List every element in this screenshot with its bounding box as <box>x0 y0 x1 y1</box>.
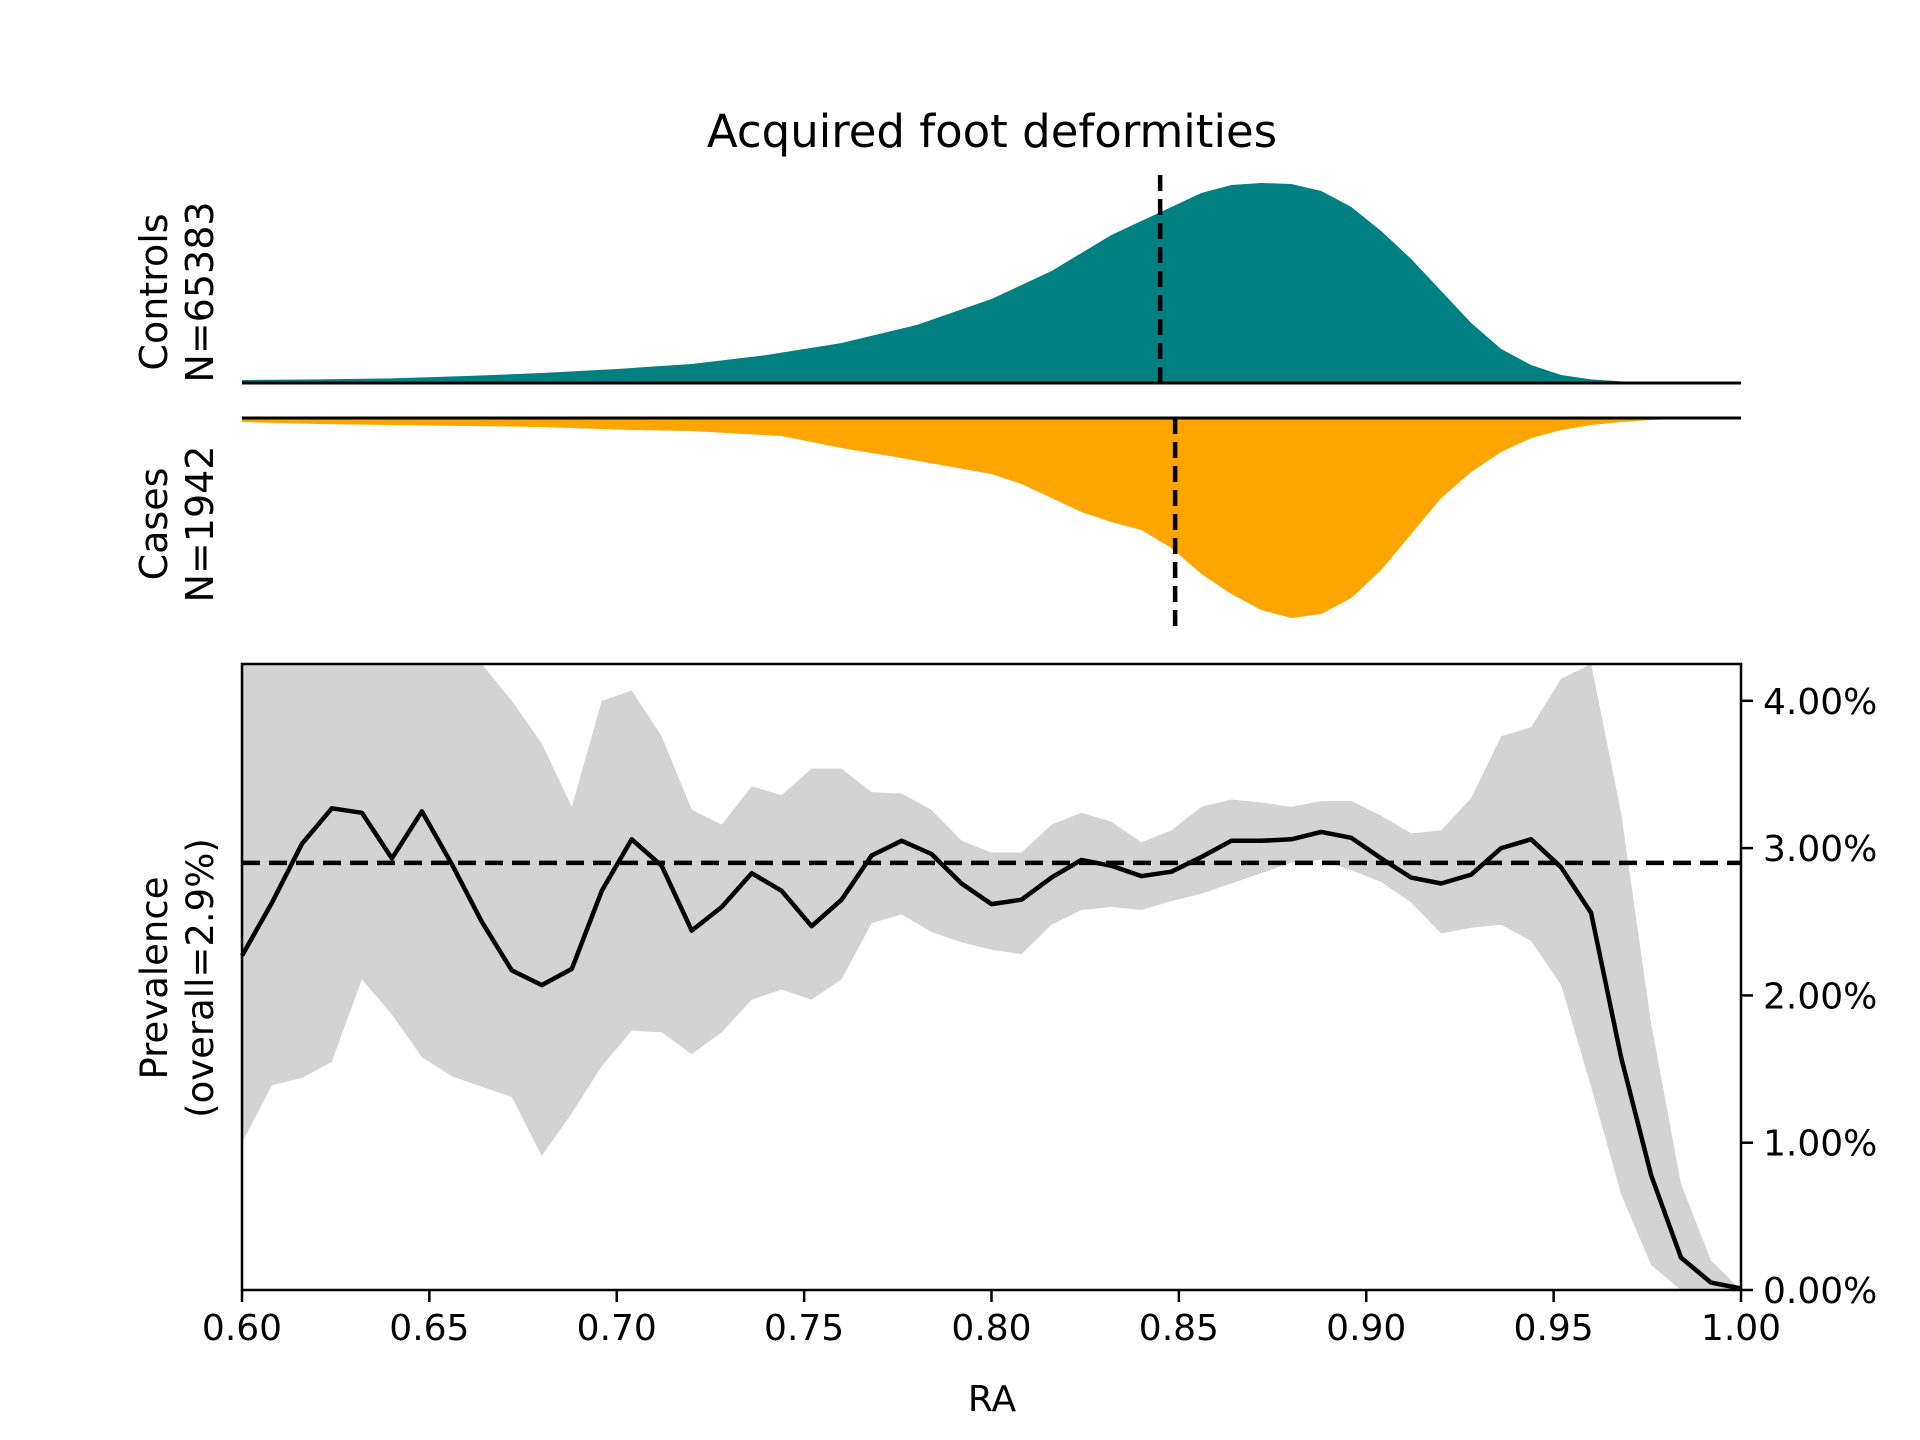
x-axis-ticks: 0.60 0.65 0.70 0.75 0.80 0.85 0.90 0.95 1.00 <box>202 1290 1781 1349</box>
x-tick-label: 0.95 <box>1514 1308 1594 1349</box>
y-axis-label: Prevalence (overall=2.9%) <box>133 838 222 1118</box>
x-tick-label: 0.80 <box>951 1308 1031 1349</box>
y-tick-label: 0.00% <box>1763 1271 1877 1312</box>
confidence-band <box>242 664 1741 1290</box>
x-tick-label: 0.75 <box>764 1308 844 1349</box>
cases-density-area <box>242 418 1741 618</box>
x-tick-label: 0.90 <box>1326 1308 1406 1349</box>
chart-title: Acquired foot deformities <box>707 105 1277 158</box>
cases-label: Cases N=1942 <box>132 446 222 603</box>
controls-label-line1: Controls <box>132 213 176 370</box>
y-axis-label-line1: Prevalence <box>133 877 176 1080</box>
y-tick-label: 3.00% <box>1763 829 1877 870</box>
y-axis-ticks: 0.00% 1.00% 2.00% 3.00% 4.00% <box>1741 682 1877 1312</box>
x-tick-label: 0.85 <box>1139 1308 1219 1349</box>
y-tick-label: 1.00% <box>1763 1124 1877 1165</box>
cases-label-line2: N=1942 <box>178 446 222 603</box>
prevalence-line <box>240 806 1742 1291</box>
prevalence-panel: 0.60 0.65 0.70 0.75 0.80 0.85 0.90 0.95 1.00 0.0… <box>133 662 1877 1420</box>
controls-label: Controls N=65383 <box>132 201 222 382</box>
x-tick-label: 1.00 <box>1701 1308 1781 1349</box>
x-axis-label: RA <box>968 1379 1017 1420</box>
cases-label-line1: Cases <box>132 468 176 581</box>
x-tick-label: 0.65 <box>389 1308 469 1349</box>
y-axis-label-line2: (overall=2.9%) <box>179 838 222 1118</box>
y-tick-label: 2.00% <box>1763 976 1877 1017</box>
x-tick-label: 0.60 <box>202 1308 282 1349</box>
controls-density-area <box>242 183 1741 383</box>
controls-label-line2: N=65383 <box>178 201 222 382</box>
x-tick-label: 0.70 <box>577 1308 657 1349</box>
y-tick-label: 4.00% <box>1763 682 1877 723</box>
distribution-panel: Controls N=65383 Cases N=1942 <box>132 175 1741 627</box>
